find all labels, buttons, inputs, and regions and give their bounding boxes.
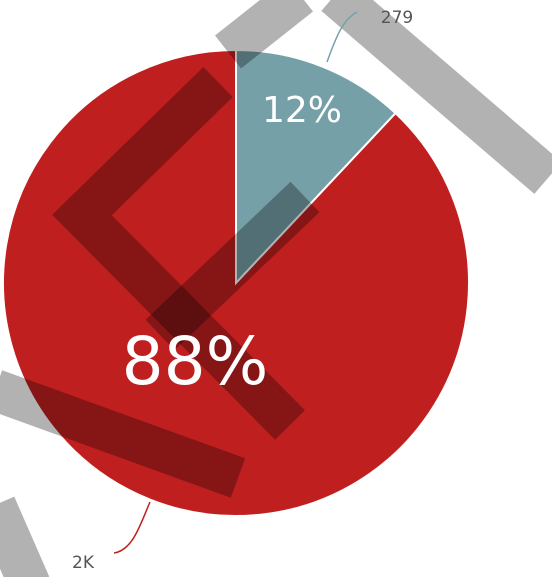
watermark-stroke xyxy=(145,181,320,351)
watermark-stroke xyxy=(214,0,314,69)
watermark-stroke xyxy=(321,0,552,194)
value-label: 279 xyxy=(381,8,413,28)
pie-slice xyxy=(2,48,470,517)
watermark-stroke xyxy=(0,370,246,498)
labels: 12% 88% 279 2K xyxy=(72,8,413,573)
percent-label: 12% xyxy=(262,90,342,131)
leader-line xyxy=(113,501,151,554)
watermark-stroke xyxy=(52,66,305,440)
pie xyxy=(2,48,470,517)
watermark-stroke xyxy=(0,496,50,577)
pie-slice xyxy=(235,48,397,286)
percent-label: 88% xyxy=(122,323,269,400)
leader-line xyxy=(326,11,358,63)
value-label: 2K xyxy=(72,553,95,573)
